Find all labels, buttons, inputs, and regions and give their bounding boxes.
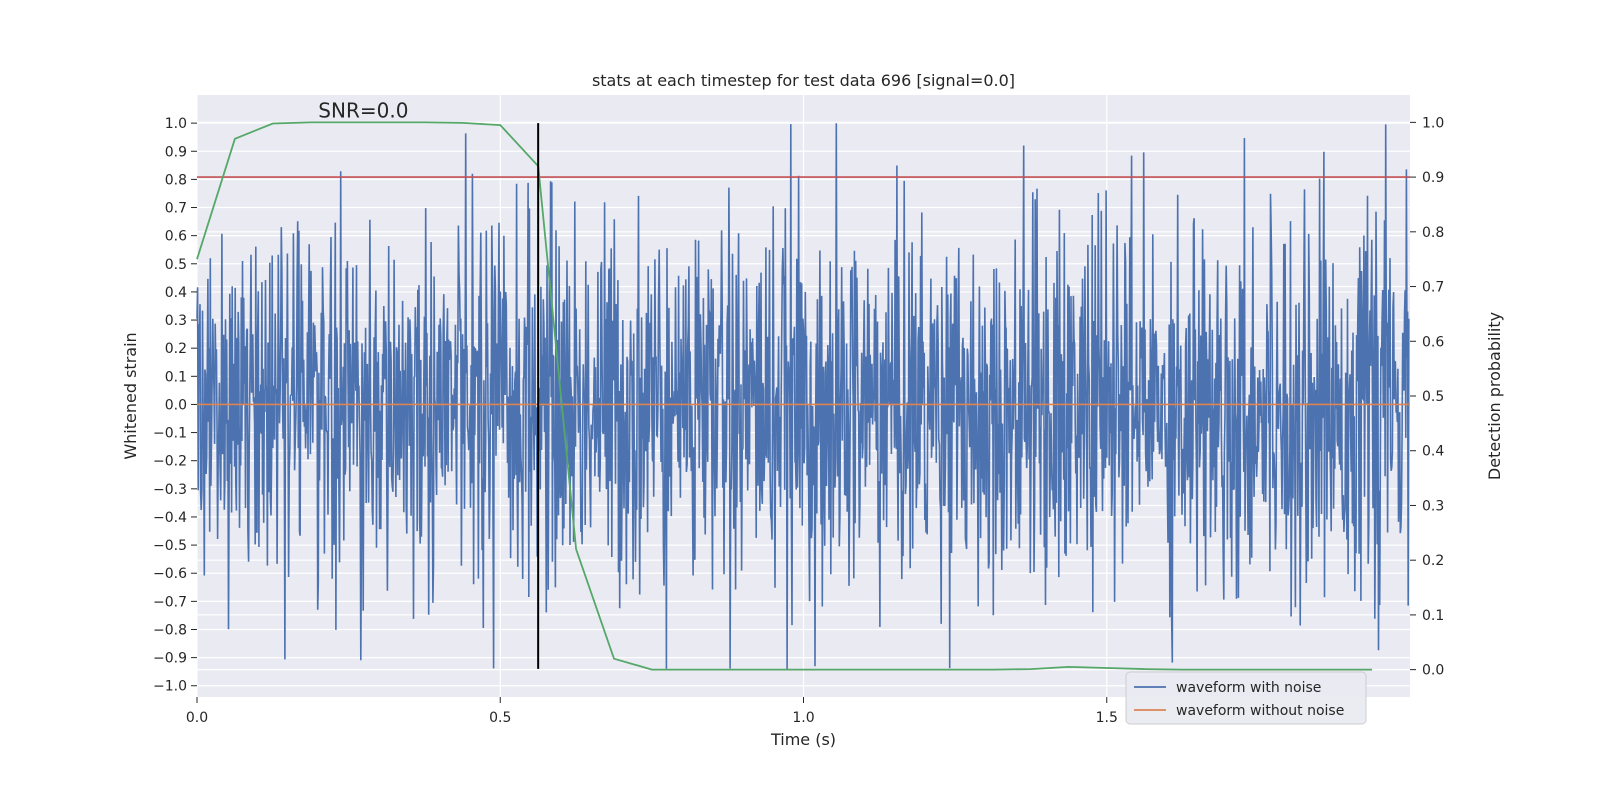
chart-title: stats at each timestep for test data 696… <box>592 71 1015 90</box>
y-axis-label: Whitened strain <box>121 332 140 459</box>
series-layer <box>196 121 1410 671</box>
y-tick-label: −0.5 <box>153 538 187 554</box>
y2-tick-label: 0.4 <box>1422 444 1444 460</box>
y2-tick-label: 0.6 <box>1422 334 1444 350</box>
y-tick-label: −0.2 <box>153 454 187 470</box>
y-tick-label: 0.0 <box>165 397 187 413</box>
legend-label: waveform without noise <box>1176 703 1344 719</box>
y-tick-label: −0.6 <box>153 566 187 582</box>
y-tick-label: 0.8 <box>165 172 187 188</box>
y2-tick-label: 0.1 <box>1422 608 1444 624</box>
y2-tick-label: 0.8 <box>1422 225 1444 241</box>
y-tick-label: 0.2 <box>165 341 187 357</box>
y-tick-label: −0.4 <box>153 510 187 526</box>
y2-tick-label: 0.7 <box>1422 280 1444 296</box>
y2-tick-label: 1.0 <box>1422 115 1444 131</box>
y2-tick-label: 0.5 <box>1422 389 1444 405</box>
y-tick-label: −0.9 <box>153 651 187 667</box>
y-tick-label: 0.3 <box>165 313 187 329</box>
y-tick-label: −0.3 <box>153 482 187 498</box>
axes-layer: 1.0 0.9 0.8 0.7 0.6 0.5 0.4 0.3 0.2 0.1 0.0 −0.1 −0.… <box>153 115 1444 726</box>
legend: waveform with noise waveform without nois… <box>1125 671 1367 725</box>
y2-axis-label: Detection probability <box>1485 312 1504 480</box>
y-tick-label: −0.1 <box>153 426 187 442</box>
y2-tick-label: 0.3 <box>1422 498 1444 514</box>
x-tick-label: 1.5 <box>1096 710 1118 726</box>
series-waveform-with-noise <box>196 123 1410 670</box>
y-tick-label: 0.5 <box>165 257 187 273</box>
snr-annotation: SNR=0.0 <box>318 99 408 123</box>
y2-tick-label: 0.2 <box>1422 553 1444 569</box>
y2-tick-label: 0.9 <box>1422 170 1444 186</box>
x-tick-label: 0.0 <box>186 710 208 726</box>
x-axis-label: Time (s) <box>770 730 836 749</box>
x-tick-label: 0.5 <box>489 710 511 726</box>
series-detection-probability <box>196 121 1373 671</box>
x-tick-label: 1.0 <box>792 710 814 726</box>
y-tick-label: 0.9 <box>165 144 187 160</box>
y-tick-label: 0.4 <box>165 285 187 301</box>
y-tick-label: 0.6 <box>165 229 187 245</box>
y-tick-label: 0.1 <box>165 369 187 385</box>
y-tick-label: 1.0 <box>165 116 187 132</box>
y-tick-label: 0.7 <box>165 201 187 217</box>
y-tick-label: −0.7 <box>153 594 187 610</box>
legend-box <box>1125 671 1367 725</box>
legend-label: waveform with noise <box>1176 680 1321 696</box>
y-tick-label: −1.0 <box>153 679 187 695</box>
y-tick-label: −0.8 <box>153 622 187 638</box>
y2-tick-label: 0.0 <box>1422 663 1444 679</box>
